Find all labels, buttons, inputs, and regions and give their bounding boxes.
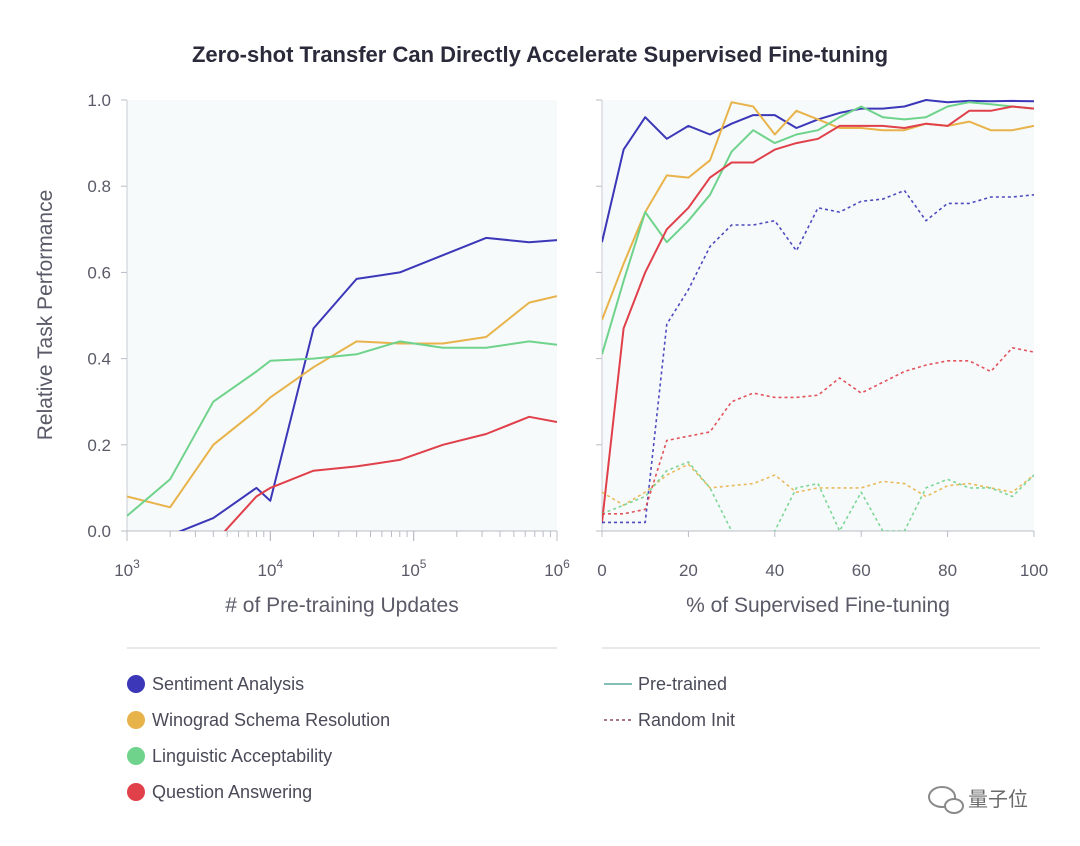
watermark-text: 量子位	[968, 788, 1028, 811]
legend-marker-winograd	[127, 711, 145, 729]
y-tick-label: 0.2	[87, 436, 111, 455]
legend-tasks: Sentiment Analysis Winograd Schema Resolu…	[127, 674, 390, 802]
winograd-pretrain-line	[127, 295, 557, 509]
y-tick-label: 0.6	[87, 263, 111, 282]
chart-title: Zero-shot Transfer Can Directly Accelera…	[192, 42, 888, 67]
winograd-random-line	[602, 463, 1034, 506]
sentiment-pretrain-line	[178, 236, 557, 531]
right-axis-ticks: 0 20 40 60 80 100	[596, 99, 1048, 580]
x-tick-label: 103	[114, 557, 140, 580]
linguistic-pretrained-line	[602, 101, 1034, 355]
x-tick-label: 104	[258, 557, 284, 580]
legend-marker-question	[127, 783, 145, 801]
y-tick-label: 0.0	[87, 522, 111, 541]
winograd-pretrained-line	[602, 101, 1034, 321]
left-plot-lines	[127, 236, 557, 531]
left-axis-ticks: 0.0 0.2 0.4 0.6 0.8 1.0 103 104 105 106	[87, 91, 570, 580]
y-tick-label: 1.0	[87, 91, 111, 110]
x-tick-label: 106	[544, 557, 570, 580]
sentiment-random-line	[602, 189, 1034, 524]
x-tick-label: 0	[597, 561, 606, 580]
legend-marker-linguistic	[127, 747, 145, 765]
x-tick-label: 20	[679, 561, 698, 580]
legend-label-winograd: Winograd Schema Resolution	[152, 710, 390, 730]
watermark-logo: 量子位	[928, 786, 1028, 814]
left-x-axis-label: # of Pre-training Updates	[225, 594, 458, 617]
legend-label-pretrained: Pre-trained	[638, 674, 727, 694]
legend-label-sentiment: Sentiment Analysis	[152, 674, 304, 694]
y-tick-label: 0.4	[87, 350, 111, 369]
x-tick-label: 105	[401, 557, 427, 580]
left-plot-area	[127, 100, 557, 531]
x-tick-label: 100	[1020, 561, 1048, 580]
question-random-line	[602, 346, 1034, 515]
legend-label-random: Random Init	[638, 710, 735, 730]
linguistic-pretrain-line	[127, 340, 557, 517]
right-x-axis-label: % of Supervised Fine-tuning	[686, 594, 950, 617]
x-tick-label: 60	[852, 561, 871, 580]
right-plot-area	[602, 100, 1034, 531]
y-tick-label: 0.8	[87, 177, 111, 196]
x-tick-label: 40	[765, 561, 784, 580]
legend-label-linguistic: Linguistic Acceptability	[152, 746, 332, 766]
question-pretrain-line	[223, 415, 557, 531]
legend-label-question: Question Answering	[152, 782, 312, 802]
question-pretrained-line	[602, 105, 1034, 523]
y-axis-label: Relative Task Performance	[34, 190, 57, 441]
right-plot-lines	[602, 99, 1034, 531]
legend-styles: Pre-trained Random Init	[604, 674, 735, 730]
x-tick-label: 80	[938, 561, 957, 580]
legend-marker-sentiment	[127, 675, 145, 693]
